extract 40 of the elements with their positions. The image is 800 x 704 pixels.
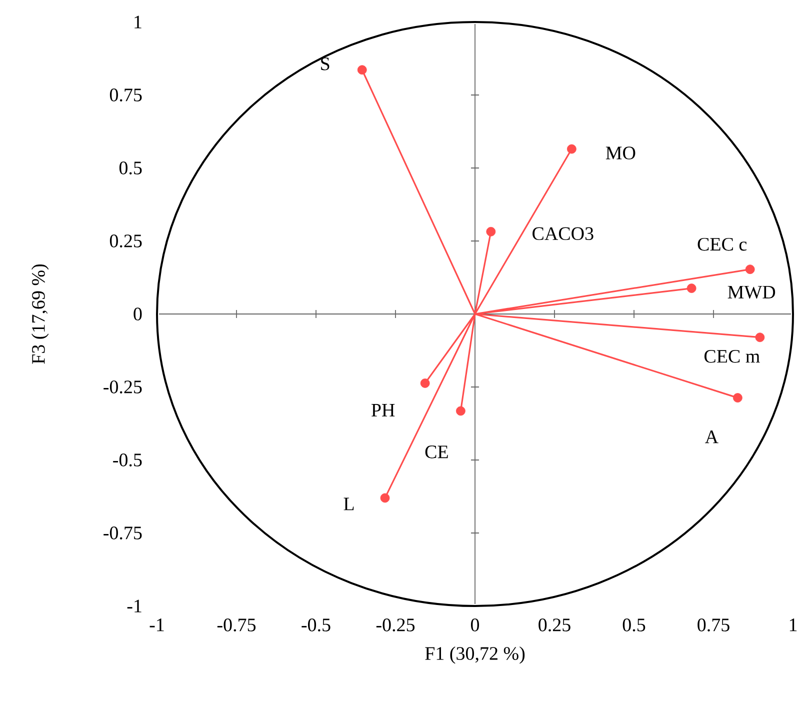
annotation: PH: [371, 404, 395, 416]
annotation: CE: [425, 446, 448, 458]
y-axis-title: F3 (17,69 %): [31, 264, 49, 364]
annotation: CACO3: [532, 227, 594, 240]
annotation: S: [321, 58, 330, 70]
point: [732, 393, 742, 403]
annotation: MWD: [728, 286, 776, 299]
y-tick-label: 0.75: [110, 88, 142, 102]
y-tick-label: -0.5: [113, 454, 142, 466]
y-tick-label: -0.75: [104, 526, 142, 540]
point: [745, 264, 755, 274]
y-tick-label: 0: [134, 308, 142, 320]
y-tick-label: -1: [127, 600, 142, 612]
annotation: CEC c: [698, 238, 747, 251]
x-tick-label: -0.25: [376, 618, 415, 632]
y-tick-label: 0.5: [119, 162, 142, 174]
y-tick-label: 0.25: [110, 234, 142, 248]
x-tick-label: 0: [470, 618, 480, 632]
y-tick-label: -0.25: [104, 380, 142, 394]
point: [755, 332, 765, 342]
point: [486, 226, 496, 236]
x-axis-title: F1 (30,72 %): [425, 646, 525, 664]
x-tick-label: -1: [150, 618, 164, 632]
point: [566, 144, 576, 154]
x-tick-label: 0.5: [622, 618, 646, 632]
annotation: L: [344, 498, 354, 510]
x-tick-label: -0.75: [217, 618, 256, 632]
x-tick-label: 0.25: [538, 618, 570, 632]
point: [456, 406, 466, 416]
point: [380, 493, 390, 503]
point: [686, 284, 696, 293]
x-tick-label: 0.75: [698, 618, 730, 632]
point: [357, 65, 367, 75]
y-tick-label: 1: [134, 16, 142, 28]
annotation: CEC m: [704, 350, 760, 363]
x-tick-label: -0.5: [302, 618, 330, 632]
annotation: MO: [606, 146, 636, 160]
x-tick-label: 1: [790, 618, 797, 632]
annotation: A: [705, 430, 718, 444]
point: [420, 378, 430, 388]
